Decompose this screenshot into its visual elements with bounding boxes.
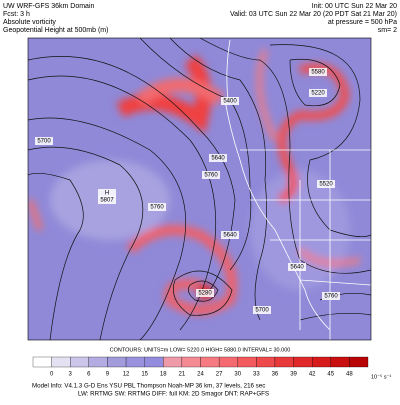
contour-label: 5640 <box>290 265 304 271</box>
contour-label-bg <box>309 89 327 97</box>
colorbar-swatch <box>330 356 350 368</box>
contour-label-bg <box>98 189 116 197</box>
contour-label-bg <box>98 196 116 204</box>
contour-label: 5700 <box>37 139 51 145</box>
header-left: UW WRF-GFS 36km Domain <box>3 3 95 10</box>
contour-label: 5220 <box>311 91 325 97</box>
colorbar-swatch <box>200 356 220 368</box>
contour-label: 5640 <box>223 233 237 239</box>
colorbar-tick: 42 <box>309 372 316 378</box>
contour-label: 5640 <box>211 156 225 162</box>
contour-label: 5400 <box>223 99 237 105</box>
contour-label-bg <box>322 292 340 300</box>
colorbar-tick: 45 <box>327 372 334 378</box>
colorbar-swatch <box>51 356 71 368</box>
colorbar-tick: 15 <box>141 372 148 378</box>
colorbar-swatch <box>88 356 108 368</box>
colorbar-swatch <box>144 356 164 368</box>
header-left: Fcst: 3 h <box>3 11 30 18</box>
colorbar-swatch <box>274 356 294 368</box>
contour-label-bg <box>209 154 227 162</box>
contour-label: 5760 <box>204 173 218 179</box>
contour-label: 5280 <box>198 291 212 297</box>
header-left: Geopotential Height at 500mb (m) <box>3 27 108 34</box>
colorbar-swatch <box>293 356 313 368</box>
colorbar-swatch <box>237 356 257 368</box>
colorbar-tick: 12 <box>123 372 130 378</box>
colorbar-tick: 9 <box>106 372 110 378</box>
colorbar-tick: 6 <box>87 372 91 378</box>
contour-label-bg <box>35 137 53 145</box>
colorbar-unit: 10⁻⁵ s⁻¹ <box>371 373 391 380</box>
contour-label-bg <box>196 289 214 297</box>
colorbar-tick: 39 <box>290 372 297 378</box>
contour-label: 5760 <box>324 294 338 300</box>
contour-label: 5520 <box>319 182 333 188</box>
contour-label-bg <box>148 203 166 211</box>
colorbar-tick: 0 <box>50 372 54 378</box>
contour-label: H <box>105 191 109 197</box>
header-right: Init: 00 UTC Sun 22 Mar 20 <box>312 3 397 10</box>
colorbar-tick: 30 <box>234 372 241 378</box>
colorbar-tick: 18 <box>160 372 167 378</box>
contour-label: 5807 <box>100 198 114 204</box>
colorbar-swatch <box>70 356 89 368</box>
colorbar-swatch <box>181 356 201 368</box>
colorbar-swatch <box>32 356 52 368</box>
header-left: Absolute vorticity <box>3 19 56 26</box>
colorbar-tick: 27 <box>216 372 223 378</box>
colorbar-tick: 3 <box>69 372 73 378</box>
model-info: LW: RRTMG SW: RRTMG DIFF: full KM: 2D Sm… <box>78 391 269 398</box>
colorbar-tick: 21 <box>179 372 186 378</box>
contour-label: 5760 <box>150 205 164 211</box>
contour-label-bg <box>253 306 271 314</box>
colorbar-swatch <box>256 356 276 368</box>
contour-label-bg <box>317 180 335 188</box>
colorbar-swatch <box>163 356 183 368</box>
header-right: Valid: 03 UTC Sun 22 Mar 20 (20 PDT Sat … <box>230 11 397 18</box>
colorbar-tick: 24 <box>197 372 204 378</box>
colorbar-tick: 33 <box>253 372 260 378</box>
colorbar-tick: 48 <box>346 372 353 378</box>
colorbar-swatch <box>107 356 127 368</box>
colorbar-swatch <box>125 356 145 368</box>
contour-label-bg <box>309 68 327 76</box>
colorbar-swatch <box>312 356 331 368</box>
contours-info: CONTOURS: UNITS=m LOW= 5220.0 HIGH= 5880… <box>110 347 291 353</box>
contour-label-bg <box>221 231 239 239</box>
contour-label: 5580 <box>311 70 325 76</box>
header-right: at pressure = 500 hPa <box>328 19 397 26</box>
colorbar-tick: 36 <box>272 372 279 378</box>
model-info: Model Info: V4.1.3 G-D Ens YSU PBL Thomp… <box>32 383 265 390</box>
contour-label-bg <box>221 97 239 105</box>
contour-label-bg <box>288 263 306 271</box>
contour-label: 5700 <box>255 308 269 314</box>
colorbar-swatch <box>218 356 238 368</box>
header-right: sm= 2 <box>378 27 397 34</box>
contour-label-bg <box>202 171 220 179</box>
colorbar-swatch <box>349 356 369 368</box>
